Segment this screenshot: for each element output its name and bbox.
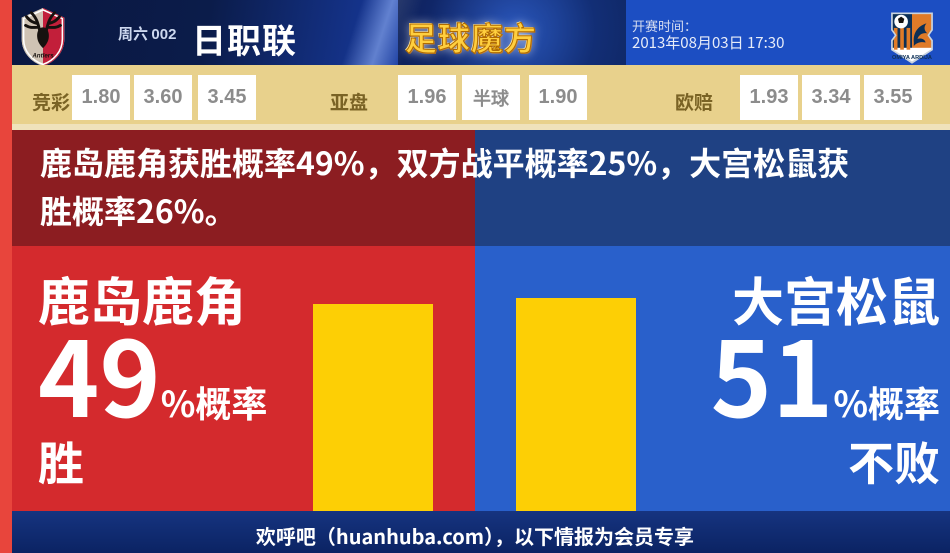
svg-text:Antlers: Antlers bbox=[31, 52, 54, 59]
svg-text:OMIYA ARDIJA: OMIYA ARDIJA bbox=[892, 55, 932, 61]
